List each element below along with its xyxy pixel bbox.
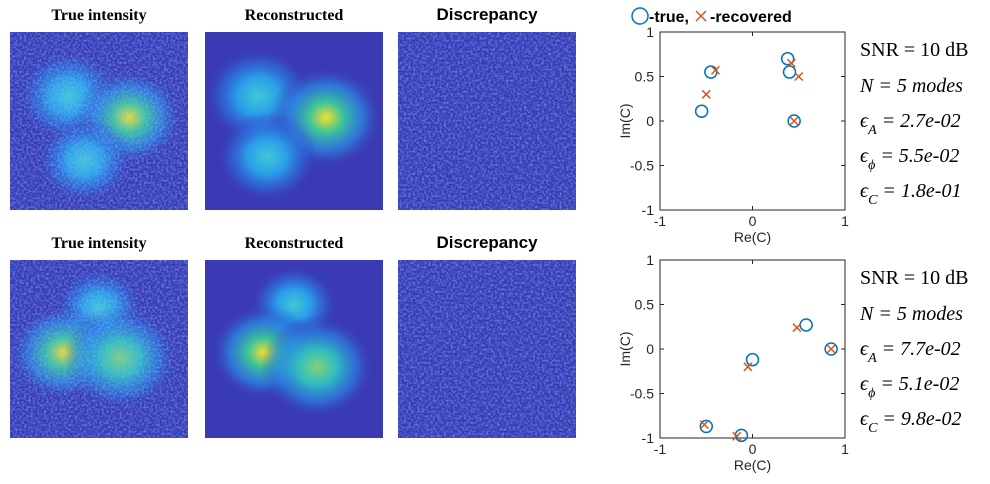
annotation: ϵϕ = 5.5e-02 — [860, 145, 959, 173]
noise-overlay — [10, 32, 188, 210]
legend-marker — [696, 11, 706, 21]
y-tick-label: -0.5 — [630, 386, 654, 402]
annotation: N = 5 modes — [859, 75, 963, 97]
annotation: SNR = 10 dB — [860, 267, 969, 289]
y-tick-label: 0 — [646, 341, 654, 357]
noise-overlay — [10, 260, 188, 438]
noise-overlay — [398, 260, 576, 438]
annotation-subscript: A — [867, 351, 877, 366]
image-title: Reconstructed — [245, 7, 344, 24]
image-title: Reconstructed — [245, 235, 344, 252]
annotation-subscript: ϕ — [868, 158, 875, 173]
legend-label: -true, — [649, 9, 689, 26]
annotation-part: = 2.7e-02 — [877, 110, 961, 132]
annotation: ϵA = 7.7e-02 — [860, 338, 961, 366]
annotation-part: = 1.8e-01 — [877, 180, 961, 202]
image-title: Discrepancy — [436, 5, 538, 24]
y-tick-label: 1 — [646, 24, 654, 40]
legend-marker — [632, 8, 648, 24]
y-tick-label: 0 — [646, 113, 654, 129]
annotation: ϵC = 1.8e-01 — [860, 180, 961, 208]
figure: True intensity Reconstructed Discrepancy -1… — [0, 0, 990, 484]
annotation: N = 5 modes — [859, 303, 963, 325]
y-axis-label: Im(C) — [617, 332, 633, 367]
x-tick-label: 0 — [749, 441, 757, 457]
plot-area — [660, 32, 845, 210]
y-tick-label: 0.5 — [635, 297, 655, 313]
image-title: True intensity — [51, 7, 146, 24]
annotation-part: SNR = 10 dB — [860, 39, 969, 61]
x-tick-label: 1 — [841, 441, 849, 457]
y-tick-label: -1 — [642, 202, 655, 218]
annotation-part: = 5.1e-02 — [875, 373, 959, 395]
y-tick-label: 0.5 — [635, 69, 655, 85]
x-tick-label: 0 — [749, 213, 757, 229]
y-tick-label: -0.5 — [630, 158, 654, 174]
x-tick-label: 1 — [841, 213, 849, 229]
image-title: Discrepancy — [436, 233, 538, 252]
annotation-part: N = 5 modes — [859, 75, 963, 97]
intensity-blob — [217, 112, 317, 202]
annotation: ϵC = 9.8e-02 — [860, 408, 961, 436]
noise-overlay — [398, 32, 576, 210]
annotation-part: SNR = 10 dB — [860, 267, 969, 289]
annotation-subscript: A — [867, 123, 877, 138]
annotation: ϵϕ = 5.1e-02 — [860, 373, 959, 401]
annotation-part: = 7.7e-02 — [877, 338, 961, 360]
plot-area — [660, 260, 845, 438]
image-title: True intensity — [51, 235, 146, 252]
y-tick-label: -1 — [642, 430, 655, 446]
y-axis-label: Im(C) — [617, 104, 633, 139]
legend-label: -recovered — [710, 9, 792, 26]
x-tick-label: -1 — [654, 441, 667, 457]
x-axis-label: Re(C) — [734, 457, 771, 473]
annotation-part: N = 5 modes — [859, 303, 963, 325]
annotation: ϵA = 2.7e-02 — [860, 110, 961, 138]
x-tick-label: -1 — [654, 213, 667, 229]
annotation: SNR = 10 dB — [860, 39, 969, 61]
x-axis-label: Re(C) — [734, 229, 771, 245]
annotation-part: = 9.8e-02 — [877, 408, 961, 430]
y-tick-label: 1 — [646, 252, 654, 268]
intensity-blob — [260, 316, 374, 419]
annotation-subscript: ϕ — [868, 386, 875, 401]
annotation-part: = 5.5e-02 — [875, 145, 959, 167]
